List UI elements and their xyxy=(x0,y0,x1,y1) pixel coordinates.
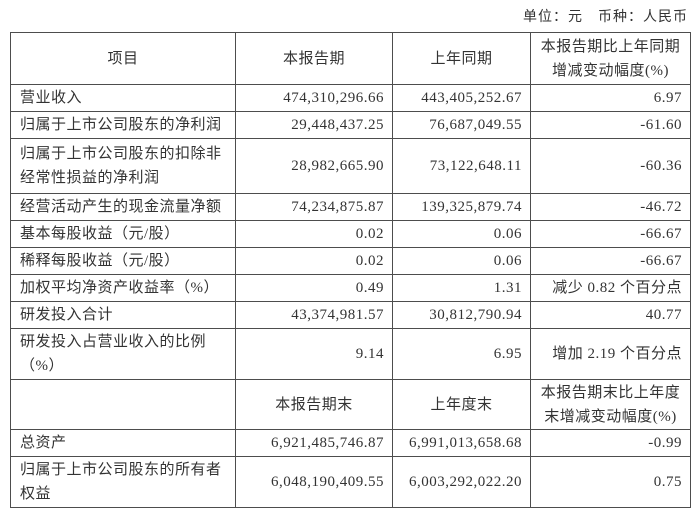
prior-period-value: 6,003,292,022.20 xyxy=(392,456,531,508)
key-financials-table: 项目 本报告期 上年同期 本报告期比上年同期 增减变动幅度(%) 营业收入 47… xyxy=(10,32,691,508)
prior-period-value: 1.31 xyxy=(392,274,531,302)
metric-label: 归属于上市公司股东的净利润 xyxy=(10,111,236,139)
prior-period-value: 30,812,790.94 xyxy=(392,301,531,329)
current-period-value: 9.14 xyxy=(235,328,393,380)
prior-period-value: 0.06 xyxy=(392,220,531,248)
current-period-value: 43,374,981.57 xyxy=(235,301,393,329)
table-row: 归属于上市公司股东的扣除非 经常性损益的净利润 28,982,665.90 73… xyxy=(10,138,691,194)
current-period-value: 0.02 xyxy=(235,247,393,275)
col-header-change-pct: 本报告期比上年同期 增减变动幅度(%) xyxy=(530,32,691,85)
table-row: 经营活动产生的现金流量净额 74,234,875.87 139,325,879.… xyxy=(10,193,691,221)
period-end-header-row: 本报告期末 上年度末 本报告期末比上年度 末增减变动幅度(%) xyxy=(10,379,691,430)
change-value: -61.60 xyxy=(530,111,691,139)
prior-period-value: 76,687,049.55 xyxy=(392,111,531,139)
table-row: 加权平均净资产收益率（%） 0.49 1.31 减少 0.82 个百分点 xyxy=(10,274,691,302)
current-period-value: 474,310,296.66 xyxy=(235,84,393,112)
period-header-row: 项目 本报告期 上年同期 本报告期比上年同期 增减变动幅度(%) xyxy=(10,32,691,85)
metric-label: 经营活动产生的现金流量净额 xyxy=(10,193,236,221)
table-row: 研发投入占营业收入的比例（%） 9.14 6.95 增加 2.19 个百分点 xyxy=(10,328,691,380)
col-header-change-pct-end: 本报告期末比上年度 末增减变动幅度(%) xyxy=(530,379,691,430)
metric-label: 研发投入合计 xyxy=(10,301,236,329)
current-period-value: 0.49 xyxy=(235,274,393,302)
col-header-empty xyxy=(10,379,236,430)
col-header-prior-year-end: 上年度末 xyxy=(392,379,531,430)
prior-period-value: 139,325,879.74 xyxy=(392,193,531,221)
change-value: -46.72 xyxy=(530,193,691,221)
current-period-value: 29,448,437.25 xyxy=(235,111,393,139)
prior-period-value: 6.95 xyxy=(392,328,531,380)
prior-period-value: 0.06 xyxy=(392,247,531,275)
change-value: 40.77 xyxy=(530,301,691,329)
change-value: 增加 2.19 个百分点 xyxy=(530,328,691,380)
col-header-current-period: 本报告期 xyxy=(235,32,393,85)
metric-label: 加权平均净资产收益率（%） xyxy=(10,274,236,302)
current-period-value: 28,982,665.90 xyxy=(235,138,393,194)
change-value: -66.67 xyxy=(530,220,691,248)
col-header-current-period-end: 本报告期末 xyxy=(235,379,393,430)
metric-label: 总资产 xyxy=(10,429,236,457)
metric-label: 基本每股收益（元/股） xyxy=(10,220,236,248)
prior-period-value: 6,991,013,658.68 xyxy=(392,429,531,457)
current-period-value: 74,234,875.87 xyxy=(235,193,393,221)
change-value: 0.75 xyxy=(530,456,691,508)
table-row: 归属于上市公司股东的净利润 29,448,437.25 76,687,049.5… xyxy=(10,111,691,139)
col-header-prior-period: 上年同期 xyxy=(392,32,531,85)
table-row: 归属于上市公司股东的所有者 权益 6,048,190,409.55 6,003,… xyxy=(10,456,691,508)
metric-label: 归属于上市公司股东的扣除非 经常性损益的净利润 xyxy=(10,138,236,194)
metric-label: 研发投入占营业收入的比例（%） xyxy=(10,328,236,380)
table-row: 基本每股收益（元/股） 0.02 0.06 -66.67 xyxy=(10,220,691,248)
current-period-value: 6,048,190,409.55 xyxy=(235,456,393,508)
prior-period-value: 73,122,648.11 xyxy=(392,138,531,194)
table-row: 总资产 6,921,485,746.87 6,991,013,658.68 -0… xyxy=(10,429,691,457)
prior-period-value: 443,405,252.67 xyxy=(392,84,531,112)
col-header-item: 项目 xyxy=(10,32,236,85)
table-row: 稀释每股收益（元/股） 0.02 0.06 -66.67 xyxy=(10,247,691,275)
current-period-value: 0.02 xyxy=(235,220,393,248)
metric-label: 营业收入 xyxy=(10,84,236,112)
change-value: -0.99 xyxy=(530,429,691,457)
change-value: -66.67 xyxy=(530,247,691,275)
current-period-value: 6,921,485,746.87 xyxy=(235,429,393,457)
change-value: 减少 0.82 个百分点 xyxy=(530,274,691,302)
metric-label: 归属于上市公司股东的所有者 权益 xyxy=(10,456,236,508)
unit-currency-note: 单位：元 币种：人民币 xyxy=(523,10,688,25)
change-value: -60.36 xyxy=(530,138,691,194)
table-row: 营业收入 474,310,296.66 443,405,252.67 6.97 xyxy=(10,84,691,112)
metric-label: 稀释每股收益（元/股） xyxy=(10,247,236,275)
change-value: 6.97 xyxy=(530,84,691,112)
table-row: 研发投入合计 43,374,981.57 30,812,790.94 40.77 xyxy=(10,301,691,329)
